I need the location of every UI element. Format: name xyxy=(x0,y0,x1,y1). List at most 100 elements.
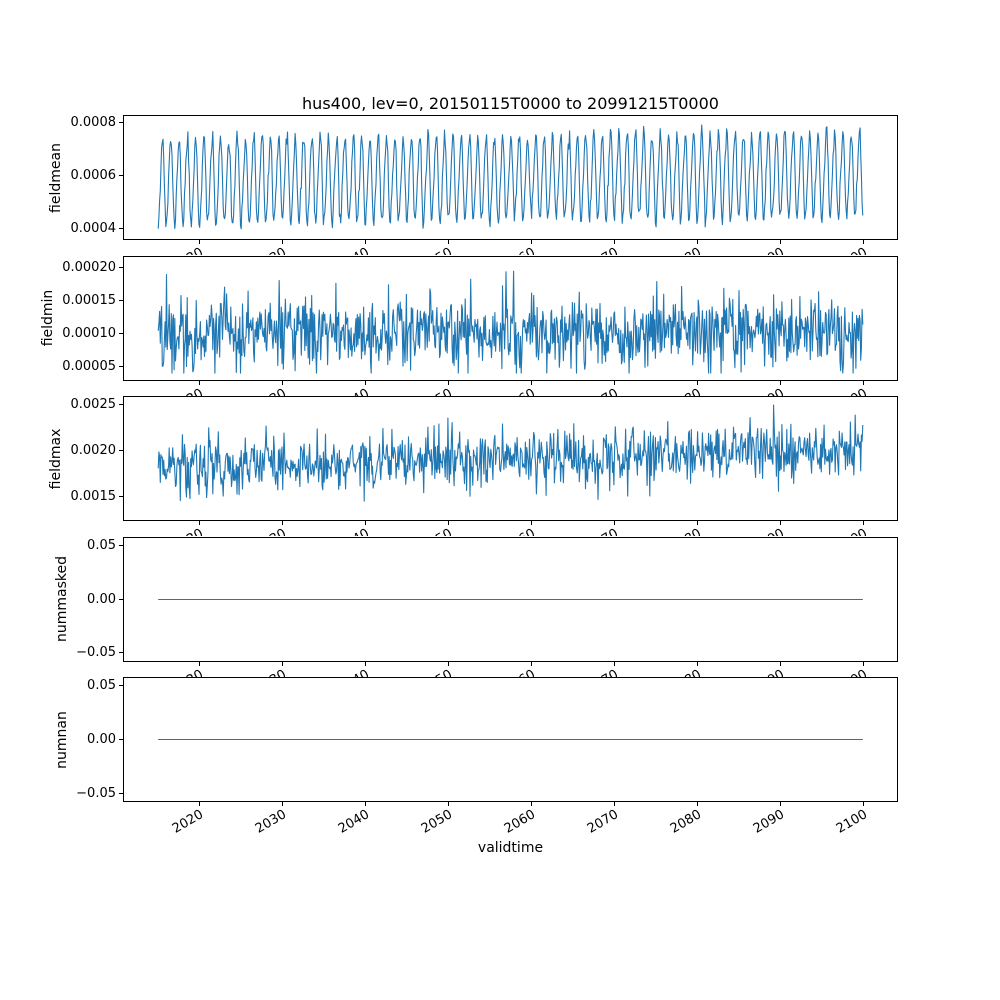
plot-area xyxy=(123,396,898,521)
y-tick-mark xyxy=(119,175,123,177)
x-tick-mark xyxy=(613,802,615,806)
y-tick-label: 0.00005 xyxy=(62,358,116,374)
x-tick-mark xyxy=(613,521,615,525)
x-tick-mark xyxy=(364,240,366,244)
x-tick-label: 2100 xyxy=(834,526,870,536)
axes-frame xyxy=(123,677,898,802)
y-tick-mark xyxy=(119,496,123,498)
y-axis-label: fieldmax xyxy=(48,428,64,489)
x-axis-label: validtime xyxy=(477,840,544,856)
x-tick-mark xyxy=(281,240,283,244)
x-tick-label: 2030 xyxy=(253,667,289,677)
plot-area xyxy=(123,115,898,240)
x-tick-label: 2040 xyxy=(336,526,372,536)
x-tick-mark xyxy=(447,380,449,385)
x-tick-label: 2040 xyxy=(336,386,372,396)
y-tick-label: 0.0008 xyxy=(70,115,117,131)
chart-title: hus400, lev=0, 20150115T0000 to 20991215… xyxy=(302,94,719,113)
y-tick-mark xyxy=(119,739,123,740)
x-tick-label: 2100 xyxy=(833,807,871,837)
x-tick-mark xyxy=(447,661,449,666)
x-tick-label: 2030 xyxy=(253,526,289,536)
x-tick-mark xyxy=(530,240,532,244)
x-tick-label: 2050 xyxy=(419,245,455,255)
y-tick-label: −0.05 xyxy=(76,785,116,801)
x-tick-label: 2050 xyxy=(419,807,456,837)
x-tick-mark xyxy=(613,240,615,244)
x-tick-mark xyxy=(779,661,781,666)
x-tick-label: 2060 xyxy=(502,807,539,837)
y-tick-label: 0.00015 xyxy=(62,292,116,308)
x-tick-label: 2050 xyxy=(419,386,455,396)
y-axis-label: fieldmin xyxy=(40,289,56,347)
x-tick-mark xyxy=(613,661,615,666)
x-tick-mark xyxy=(281,661,283,666)
subplot-numnan: −0.05 0.00 0.05 numnan xyxy=(54,677,898,802)
x-tick-label: 2070 xyxy=(585,245,621,255)
x-tick-mark xyxy=(447,521,449,525)
y-tick-mark xyxy=(119,403,123,405)
x-tick-label: 2090 xyxy=(751,667,787,677)
x-tick-mark xyxy=(198,380,200,385)
y-tick-label: 0.0004 xyxy=(70,220,117,236)
x-tick-mark xyxy=(779,521,781,525)
y-tick-label: 0.00020 xyxy=(62,259,116,275)
y-tick-mark xyxy=(119,598,123,600)
x-tick-label: 2020 xyxy=(170,526,206,536)
x-tick-mark xyxy=(447,240,449,244)
y-tick-label: 0.0015 xyxy=(70,489,117,505)
y-tick-label: 0.05 xyxy=(87,678,116,694)
x-tick-label: 2050 xyxy=(419,526,455,536)
x-tick-label: 2100 xyxy=(834,245,870,255)
series-line-fieldmean xyxy=(157,124,864,230)
y-tick-label: 0.00 xyxy=(87,591,116,607)
x-tick-label: 2050 xyxy=(419,667,455,677)
x-tick-mark xyxy=(530,521,532,525)
x-tick-label: 2080 xyxy=(668,386,704,396)
y-tick-label: 0.0020 xyxy=(70,443,117,459)
x-tick-strip: 2020 2030 2040 2050 2060 2070 2080 2090 2100 xyxy=(123,240,898,255)
x-tick-label: 2040 xyxy=(336,245,372,255)
x-tick-mark xyxy=(862,240,864,244)
y-tick-mark xyxy=(119,266,123,268)
y-tick-mark xyxy=(119,685,123,687)
x-tick-strip: 2020 2030 2040 2050 2060 2070 2080 2090 2100 xyxy=(123,521,898,536)
plot-area xyxy=(123,255,898,381)
y-tick-mark xyxy=(119,450,123,452)
subplot-nummasked: −0.05 0.00 0.05 nummasked xyxy=(54,536,898,662)
x-tick-mark xyxy=(530,661,532,666)
x-tick-mark xyxy=(281,380,283,385)
x-tick-mark xyxy=(862,661,864,666)
y-tick-mark xyxy=(119,365,123,367)
x-tick-mark xyxy=(364,802,366,806)
x-tick-mark xyxy=(862,380,864,385)
y-tick-mark xyxy=(119,792,123,794)
x-tick-label: 2060 xyxy=(502,386,538,396)
x-tick-label: 2060 xyxy=(502,526,538,536)
x-tick-label: 2080 xyxy=(668,526,704,536)
x-tick-mark xyxy=(696,802,698,806)
series-line-fieldmax xyxy=(157,404,864,502)
x-tick-label: 2030 xyxy=(253,807,290,837)
x-tick-label: 2070 xyxy=(585,526,621,536)
y-tick-label: 0.00010 xyxy=(62,325,116,341)
subplot-fieldmax: 0.0015 0.0020 0.0025 fieldmax xyxy=(48,396,898,521)
x-tick-mark xyxy=(613,380,615,385)
y-tick-label: 0.0006 xyxy=(70,168,117,184)
x-tick-label: 2020 xyxy=(170,667,206,677)
y-tick-mark xyxy=(119,122,123,124)
x-tick-label: 2090 xyxy=(751,245,787,255)
x-tick-label: 2040 xyxy=(336,667,372,677)
x-tick-strip: 2020 2030 2040 2050 2060 2070 2080 2090 2100 xyxy=(123,802,898,838)
x-tick-mark xyxy=(364,380,366,385)
x-tick-label: 2020 xyxy=(170,386,206,396)
x-tick-label: 2070 xyxy=(585,386,621,396)
x-tick-label: 2030 xyxy=(253,245,289,255)
y-tick-mark xyxy=(119,652,123,654)
x-tick-mark xyxy=(862,802,864,806)
x-tick-mark xyxy=(530,380,532,385)
x-tick-mark xyxy=(364,661,366,666)
y-tick-mark xyxy=(119,299,123,301)
x-tick-label: 2040 xyxy=(336,807,373,837)
axes-frame xyxy=(123,255,898,381)
